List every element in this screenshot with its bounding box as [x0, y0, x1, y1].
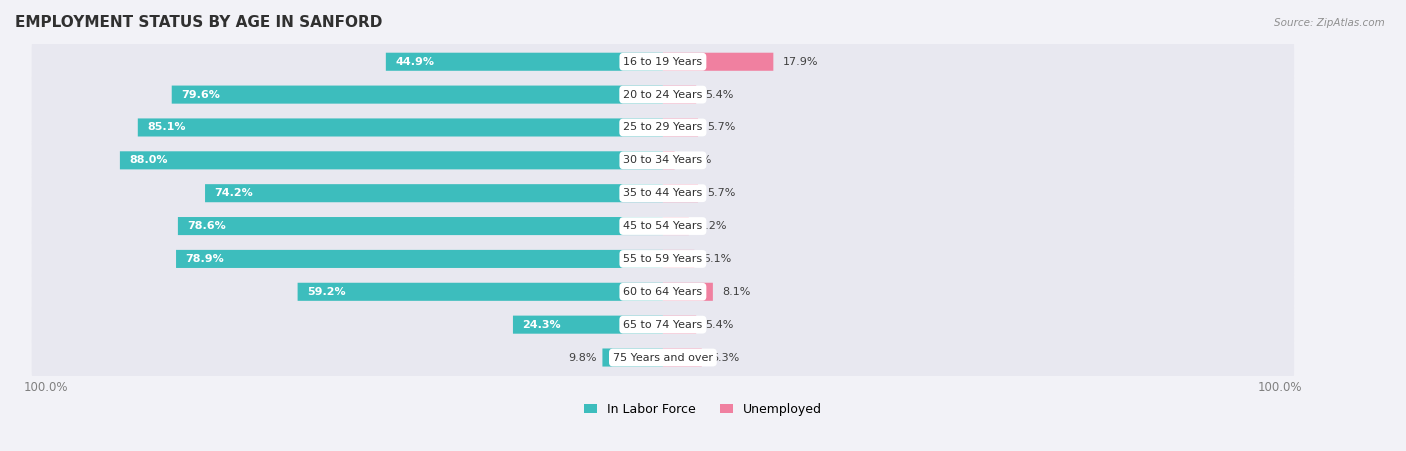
Text: 59.2%: 59.2%	[307, 287, 346, 297]
Text: 78.9%: 78.9%	[186, 254, 224, 264]
Text: 9.8%: 9.8%	[568, 353, 596, 363]
Text: 85.1%: 85.1%	[148, 123, 186, 133]
Text: 65 to 74 Years: 65 to 74 Years	[623, 320, 703, 330]
Text: 30 to 34 Years: 30 to 34 Years	[623, 155, 703, 166]
FancyBboxPatch shape	[172, 86, 662, 104]
FancyBboxPatch shape	[120, 151, 662, 170]
FancyBboxPatch shape	[662, 217, 689, 235]
FancyBboxPatch shape	[32, 72, 1294, 117]
Text: 20 to 24 Years: 20 to 24 Years	[623, 90, 703, 100]
Text: 45 to 54 Years: 45 to 54 Years	[623, 221, 703, 231]
FancyBboxPatch shape	[662, 184, 697, 202]
FancyBboxPatch shape	[662, 151, 675, 170]
Text: 6.3%: 6.3%	[711, 353, 740, 363]
FancyBboxPatch shape	[513, 316, 662, 334]
FancyBboxPatch shape	[662, 86, 696, 104]
FancyBboxPatch shape	[662, 53, 773, 71]
FancyBboxPatch shape	[32, 236, 1294, 281]
FancyBboxPatch shape	[298, 283, 662, 301]
Text: 5.4%: 5.4%	[706, 320, 734, 330]
FancyBboxPatch shape	[32, 335, 1294, 380]
Text: 4.2%: 4.2%	[697, 221, 727, 231]
FancyBboxPatch shape	[32, 170, 1294, 216]
Text: 25 to 29 Years: 25 to 29 Years	[623, 123, 703, 133]
FancyBboxPatch shape	[32, 138, 1294, 183]
Text: 5.4%: 5.4%	[706, 90, 734, 100]
Text: Source: ZipAtlas.com: Source: ZipAtlas.com	[1274, 18, 1385, 28]
Text: 60 to 64 Years: 60 to 64 Years	[623, 287, 703, 297]
Text: 35 to 44 Years: 35 to 44 Years	[623, 188, 703, 198]
FancyBboxPatch shape	[138, 119, 662, 137]
FancyBboxPatch shape	[602, 349, 662, 367]
Text: 5.7%: 5.7%	[707, 188, 735, 198]
FancyBboxPatch shape	[32, 302, 1294, 347]
FancyBboxPatch shape	[662, 349, 702, 367]
FancyBboxPatch shape	[176, 250, 662, 268]
FancyBboxPatch shape	[179, 217, 662, 235]
Text: EMPLOYMENT STATUS BY AGE IN SANFORD: EMPLOYMENT STATUS BY AGE IN SANFORD	[15, 15, 382, 30]
Text: 44.9%: 44.9%	[395, 57, 434, 67]
Text: 5.7%: 5.7%	[707, 123, 735, 133]
FancyBboxPatch shape	[662, 283, 713, 301]
Text: 79.6%: 79.6%	[181, 90, 219, 100]
Text: 5.1%: 5.1%	[703, 254, 733, 264]
Legend: In Labor Force, Unemployed: In Labor Force, Unemployed	[583, 403, 823, 416]
FancyBboxPatch shape	[32, 39, 1294, 84]
Text: 78.6%: 78.6%	[187, 221, 226, 231]
Text: 88.0%: 88.0%	[129, 155, 167, 166]
FancyBboxPatch shape	[662, 250, 695, 268]
FancyBboxPatch shape	[32, 203, 1294, 249]
FancyBboxPatch shape	[32, 105, 1294, 150]
Text: 1.9%: 1.9%	[683, 155, 713, 166]
FancyBboxPatch shape	[205, 184, 662, 202]
Text: 17.9%: 17.9%	[783, 57, 818, 67]
FancyBboxPatch shape	[662, 316, 696, 334]
FancyBboxPatch shape	[32, 269, 1294, 314]
FancyBboxPatch shape	[385, 53, 662, 71]
Text: 74.2%: 74.2%	[214, 188, 253, 198]
FancyBboxPatch shape	[662, 119, 697, 137]
Text: 75 Years and over: 75 Years and over	[613, 353, 713, 363]
Text: 16 to 19 Years: 16 to 19 Years	[623, 57, 703, 67]
Text: 8.1%: 8.1%	[723, 287, 751, 297]
Text: 24.3%: 24.3%	[522, 320, 561, 330]
Text: 55 to 59 Years: 55 to 59 Years	[623, 254, 703, 264]
